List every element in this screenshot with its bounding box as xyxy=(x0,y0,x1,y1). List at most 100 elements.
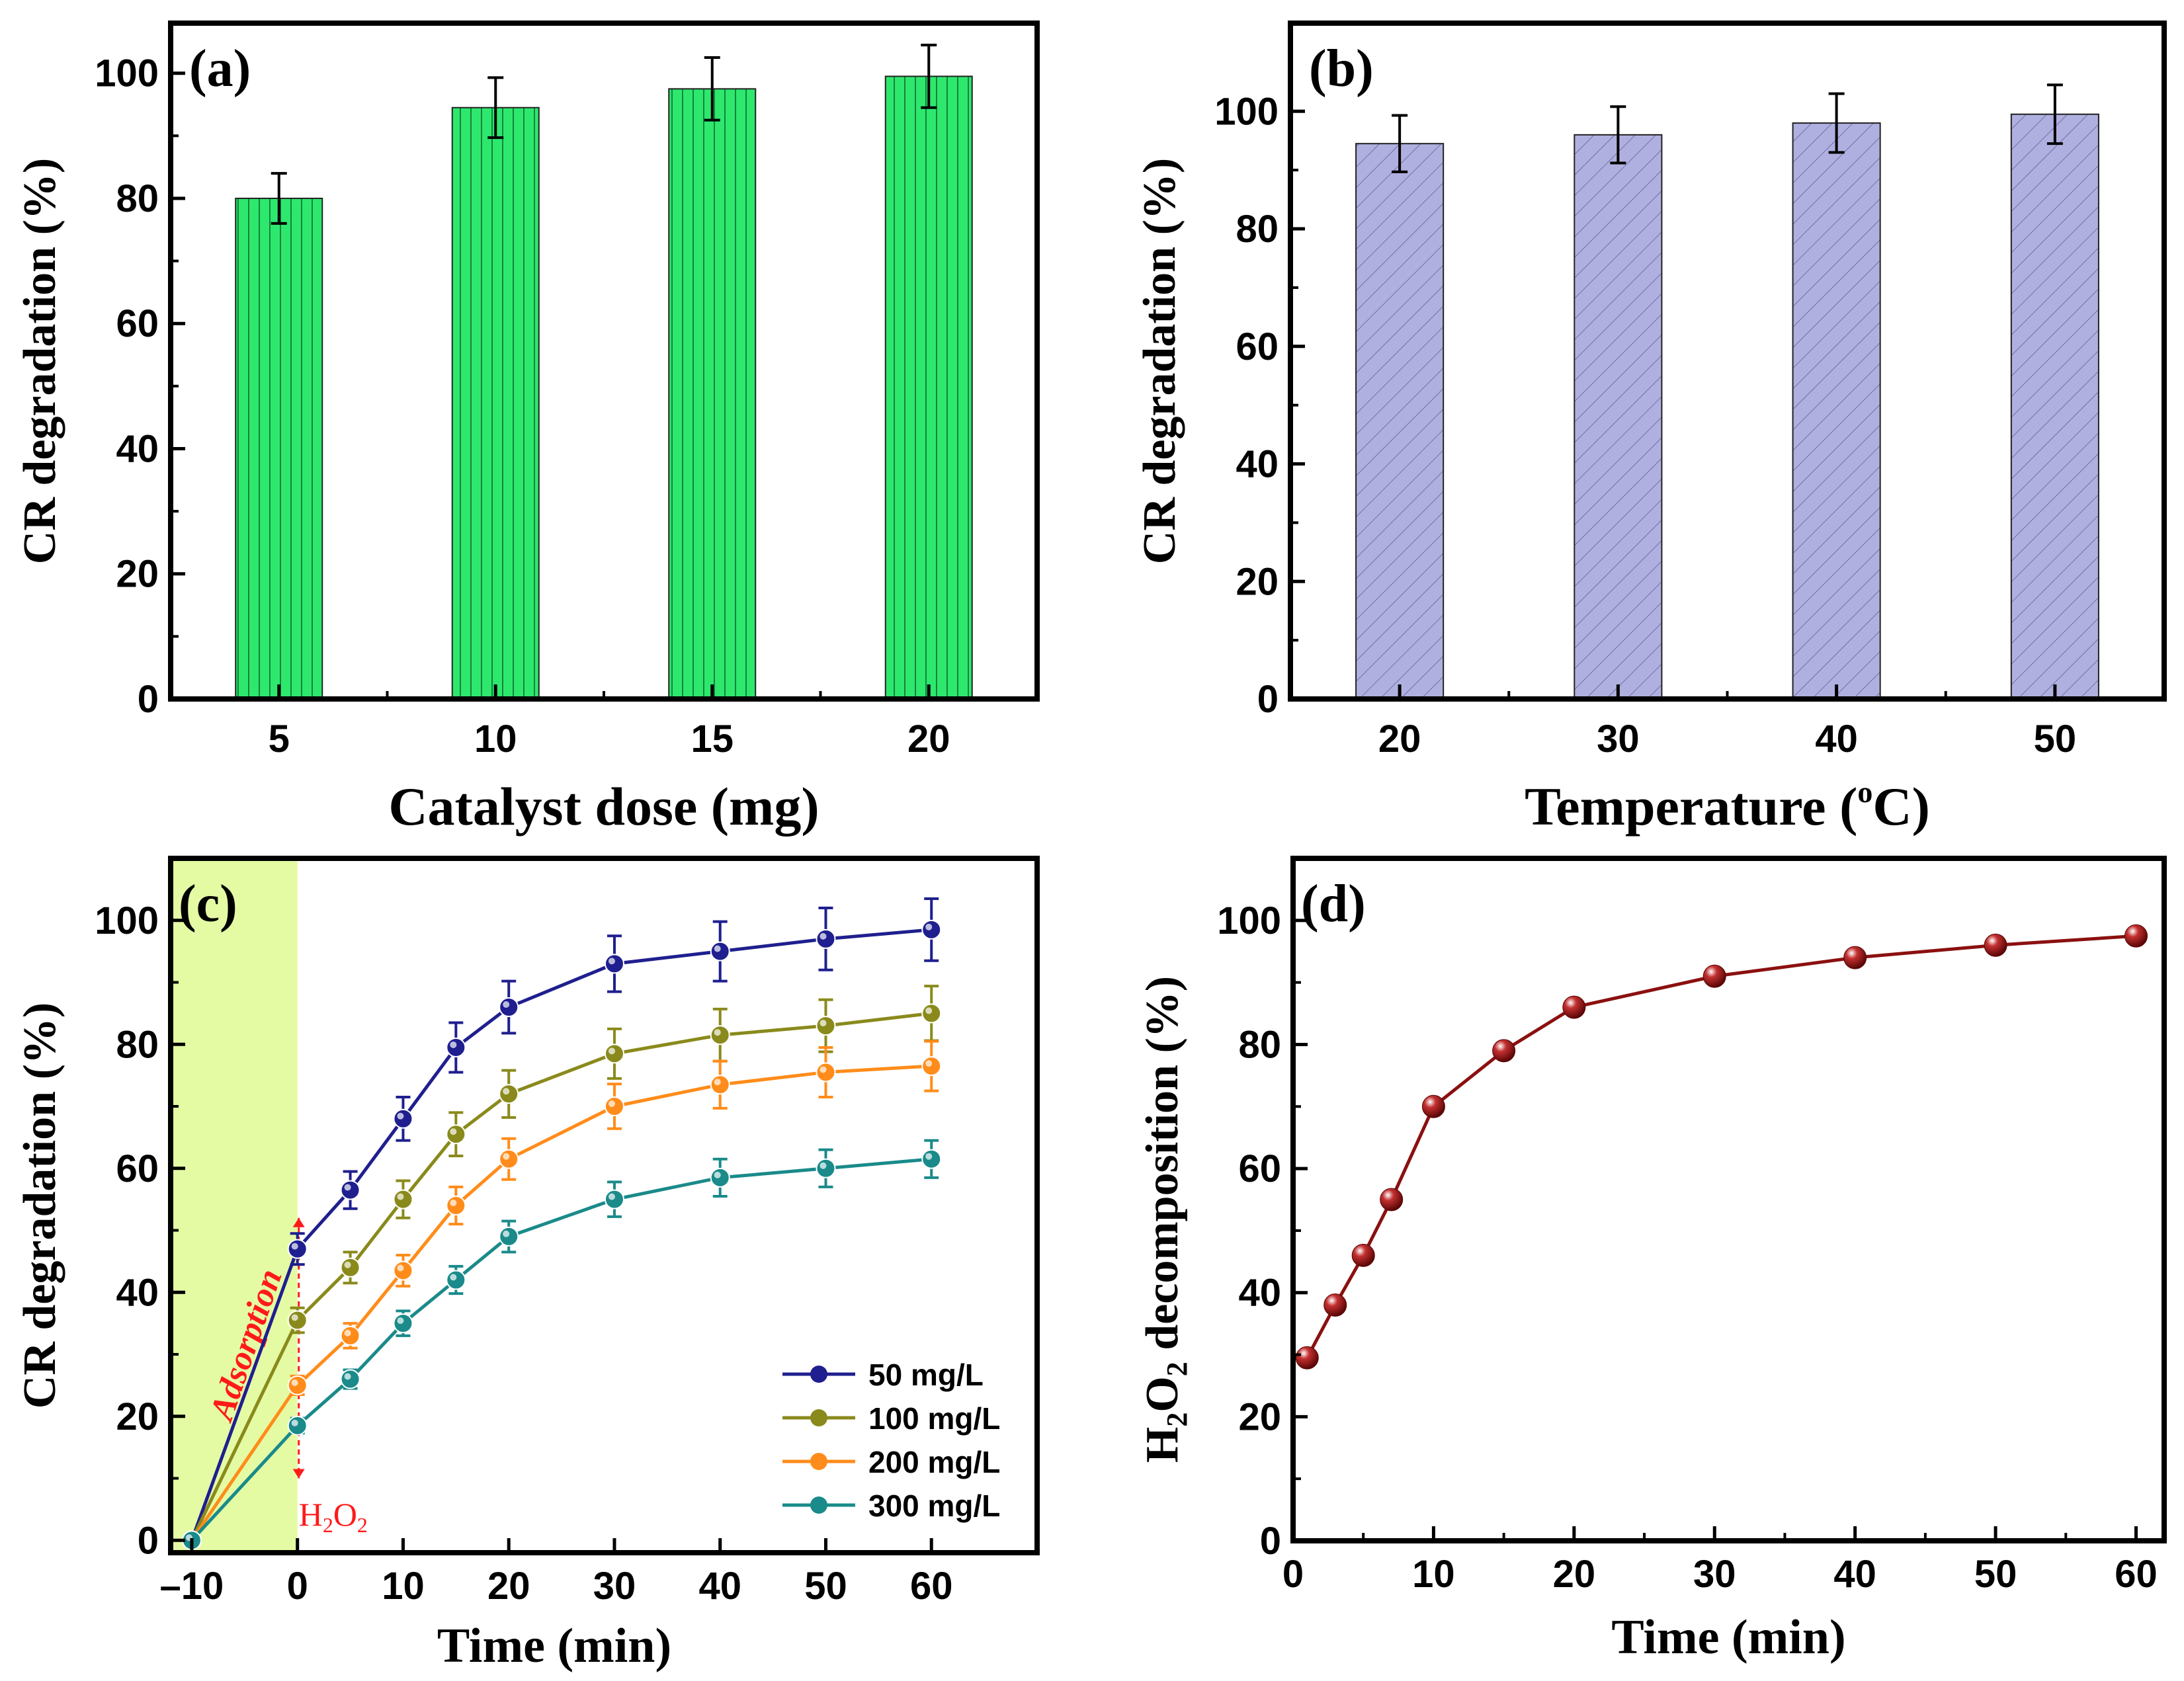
legend-label: 200 mg/L xyxy=(868,1445,1000,1479)
data-point-highlight xyxy=(344,1329,351,1336)
arrow-head-up xyxy=(292,1217,305,1227)
y-tick-label: 40 xyxy=(1236,443,1279,486)
data-point-highlight xyxy=(450,1041,457,1048)
x-tick-label: 30 xyxy=(593,1565,636,1608)
y-axis-title: CR degradation (%) xyxy=(1134,158,1185,564)
bar-20 xyxy=(1355,143,1445,700)
data-point xyxy=(921,919,942,940)
data-point xyxy=(393,1313,413,1334)
x-tick-label: 20 xyxy=(1553,1553,1596,1596)
data-point-highlight xyxy=(714,1029,721,1036)
panel-label: (c) xyxy=(179,875,237,933)
y-title-end: decomposition (%) xyxy=(1137,976,1188,1362)
series-line xyxy=(1306,934,2136,1359)
bar-50 xyxy=(2010,113,2099,700)
y-tick-label: 80 xyxy=(1236,208,1279,251)
data-point xyxy=(2124,924,2148,948)
data-point xyxy=(921,1056,942,1077)
y-tick-label: 60 xyxy=(1236,325,1279,368)
data-point xyxy=(710,1075,730,1095)
h2o2-o: O xyxy=(333,1496,357,1533)
data-point xyxy=(287,1310,308,1331)
data-point xyxy=(1380,1188,1404,1211)
data-point xyxy=(816,1016,836,1036)
data-point xyxy=(499,997,519,1017)
data-point xyxy=(1843,946,1867,969)
x-axis-title-text: Catalyst dose (mg) xyxy=(388,776,819,837)
data-point xyxy=(604,1044,624,1064)
data-point xyxy=(1421,1094,1445,1118)
data-point-highlight xyxy=(397,1317,404,1325)
data-point xyxy=(287,1375,308,1395)
bar-15 xyxy=(668,88,757,700)
data-point-highlight xyxy=(291,1243,298,1250)
data-point-highlight xyxy=(608,1047,615,1055)
data-point xyxy=(1702,964,1726,988)
data-point xyxy=(287,1415,308,1436)
panel-label: (b) xyxy=(1309,40,1374,98)
x-tick-label: 20 xyxy=(487,1565,530,1608)
series-line-0 xyxy=(190,928,932,1541)
data-point xyxy=(499,1226,519,1247)
x-tick-label: 20 xyxy=(907,718,950,760)
x-axis-title: Time (min) xyxy=(1611,1610,1845,1664)
x-tick-label: 10 xyxy=(1412,1553,1455,1596)
data-point xyxy=(1984,933,2007,957)
data-point-highlight xyxy=(450,1274,457,1281)
data-point xyxy=(921,1149,942,1169)
x-tick-label: 20 xyxy=(1378,718,1421,760)
chart-panel-a: 5 10 15 20 0 20 40 60 80 100 (a) CR degradation (%)… xyxy=(15,20,1040,837)
x-axis-title-sup: o xyxy=(1857,775,1872,809)
data-point xyxy=(710,941,730,962)
data-point-highlight xyxy=(450,1200,457,1206)
x-tick-label: 50 xyxy=(804,1565,847,1608)
x-tick-label: 30 xyxy=(1597,718,1640,760)
y-tick-label: 40 xyxy=(1238,1272,1281,1315)
y-tick-label: 0 xyxy=(1257,678,1279,721)
h2o2-sub1: 2 xyxy=(323,1513,333,1537)
data-point-highlight xyxy=(608,958,615,965)
data-point xyxy=(340,1325,360,1346)
y-tick-label: 20 xyxy=(116,1395,159,1438)
data-point-highlight xyxy=(714,945,721,952)
plot-frame xyxy=(168,20,1040,702)
plot-frame xyxy=(168,856,1040,1555)
x-tick-label: 15 xyxy=(691,718,734,760)
panel-label: (a) xyxy=(189,40,251,98)
y-axis-title: CR degradation (%) xyxy=(15,1003,65,1409)
x-axis-title: Temperature (oC) xyxy=(1525,775,1930,837)
data-point-highlight xyxy=(503,1001,510,1008)
arrow-head-down xyxy=(292,1469,305,1479)
x-tick-label: 50 xyxy=(1974,1553,2017,1596)
y-tick-label: 20 xyxy=(116,553,159,596)
y-tick-label: 100 xyxy=(95,52,159,95)
data-point xyxy=(816,928,836,949)
y-tick-label: 60 xyxy=(116,302,159,345)
data-point xyxy=(1492,1039,1516,1063)
data-point xyxy=(340,1369,360,1389)
y-tick-label: 80 xyxy=(116,177,159,220)
data-point-highlight xyxy=(344,1373,351,1380)
plot-frame xyxy=(1288,20,2167,702)
data-point-highlight xyxy=(397,1264,404,1272)
x-tick-label: 0 xyxy=(1282,1553,1304,1596)
data-point xyxy=(340,1257,360,1278)
data-point-highlight xyxy=(503,1230,510,1237)
data-point-highlight xyxy=(397,1193,404,1200)
x-tick-label: –10 xyxy=(160,1565,224,1608)
data-point xyxy=(393,1189,413,1210)
x-tick-label: 10 xyxy=(474,718,517,760)
data-point-highlight xyxy=(503,1088,510,1095)
x-tick-label: 40 xyxy=(698,1565,741,1608)
data-point-highlight xyxy=(714,1171,721,1178)
x-axis-title: Catalyst dose (mg) xyxy=(388,776,819,837)
x-tick-label: 0 xyxy=(287,1565,308,1608)
data-point xyxy=(446,1196,466,1215)
y-tick-label: 100 xyxy=(95,899,159,942)
x-tick-label: 30 xyxy=(1693,1553,1736,1596)
y-tick-label: 40 xyxy=(116,1271,159,1314)
y-title-sub2: 2 xyxy=(1161,1362,1193,1376)
data-point-highlight xyxy=(925,1060,933,1067)
data-point-highlight xyxy=(608,1100,615,1107)
